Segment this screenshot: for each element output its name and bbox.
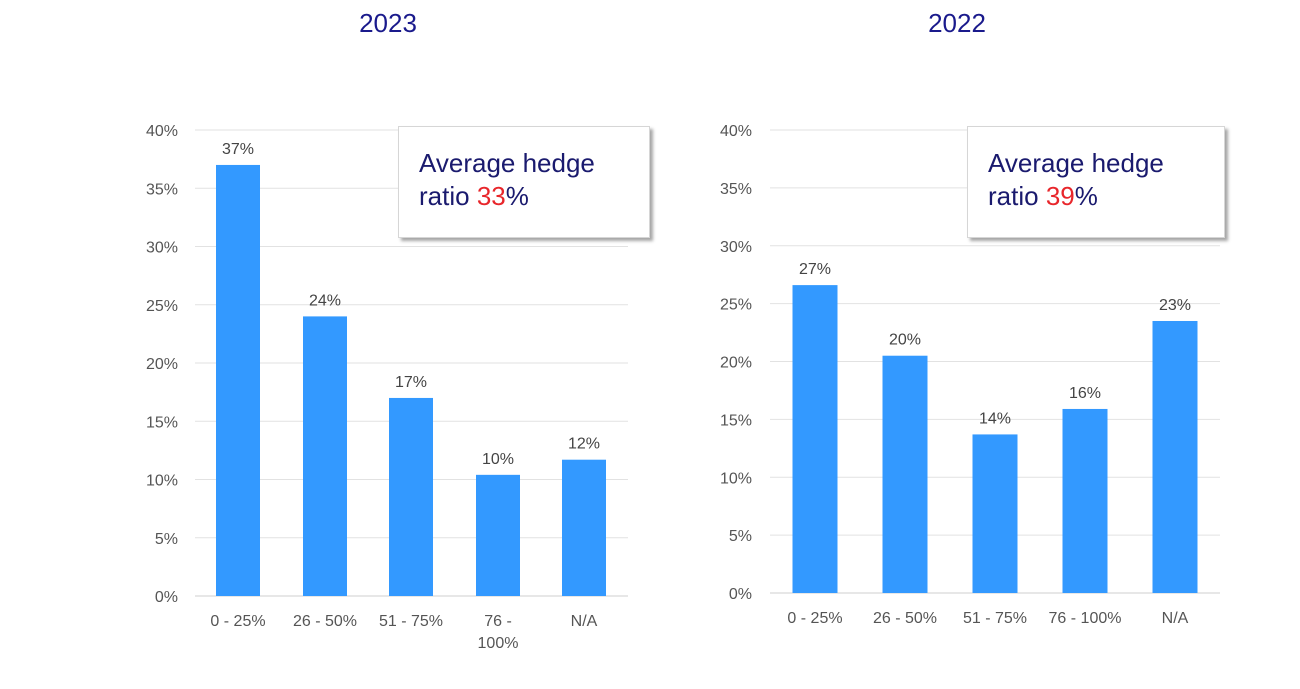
y-tick-label: 10% (146, 473, 178, 490)
y-tick-label: 35% (146, 181, 178, 198)
data-label: 27% (799, 261, 831, 278)
callout-prefix: ratio (988, 181, 1046, 211)
y-tick-label: 15% (146, 414, 178, 431)
y-tick-label: 15% (720, 412, 752, 429)
bar (216, 164, 260, 596)
callout-line1: Average hedge (419, 148, 595, 178)
data-label: 24% (309, 292, 341, 309)
callout-line2: ratio 33% (419, 180, 629, 213)
bar (972, 434, 1018, 593)
y-tick-label: 20% (720, 355, 752, 372)
y-tick-label: 0% (729, 586, 752, 603)
category-label: N/A (1162, 610, 1189, 627)
callout-line2: ratio 39% (988, 180, 1204, 213)
data-label: 12% (568, 436, 600, 453)
data-label: 10% (482, 451, 514, 468)
callout-line1: Average hedge (988, 148, 1164, 178)
y-tick-label: 40% (720, 123, 752, 140)
y-tick-label: 5% (729, 528, 752, 545)
category-label: 51 - 75% (963, 610, 1027, 627)
category-label: 0 - 25% (210, 613, 265, 630)
y-tick-label: 5% (155, 531, 178, 548)
callout-value: 39 (1045, 181, 1075, 211)
data-label: 23% (1159, 297, 1191, 314)
y-tick-label: 30% (146, 240, 178, 257)
bar (882, 355, 928, 593)
y-tick-label: 25% (146, 298, 178, 315)
bar (476, 474, 520, 596)
category-label: N/A (571, 613, 598, 630)
bar (389, 397, 433, 596)
bar (1062, 408, 1108, 593)
callout-suffix: % (505, 181, 529, 211)
y-tick-label: 35% (720, 181, 752, 198)
category-label: 26 - 50% (293, 613, 357, 630)
data-label: 14% (979, 410, 1011, 427)
category-label: 76 -100% (478, 613, 519, 652)
bar (562, 459, 606, 596)
callout-value: 33 (476, 181, 506, 211)
data-label: 37% (222, 141, 254, 158)
y-tick-label: 10% (720, 470, 752, 487)
chart-title-2022: 2022 (928, 8, 986, 38)
callout-suffix: % (1074, 181, 1098, 211)
y-tick-label: 0% (155, 589, 178, 606)
category-label: 0 - 25% (787, 610, 842, 627)
bar (303, 316, 347, 596)
y-tick-label: 25% (720, 297, 752, 314)
category-label: 51 - 75% (379, 613, 443, 630)
y-tick-label: 30% (720, 239, 752, 256)
y-tick-label: 20% (146, 356, 178, 373)
data-label: 16% (1069, 385, 1101, 402)
category-label: 76 - 100% (1049, 610, 1122, 627)
data-label: 20% (889, 332, 921, 349)
category-label: 26 - 50% (873, 610, 937, 627)
bar (1152, 320, 1198, 593)
data-label: 17% (395, 374, 427, 391)
chart-title-2023: 2023 (359, 8, 417, 38)
average-hedge-ratio-callout-2023: Average hedge ratio 33% (398, 126, 650, 238)
bar (792, 285, 838, 593)
y-tick-label: 40% (146, 123, 178, 140)
average-hedge-ratio-callout-2022: Average hedge ratio 39% (967, 126, 1225, 238)
callout-prefix: ratio (419, 181, 477, 211)
